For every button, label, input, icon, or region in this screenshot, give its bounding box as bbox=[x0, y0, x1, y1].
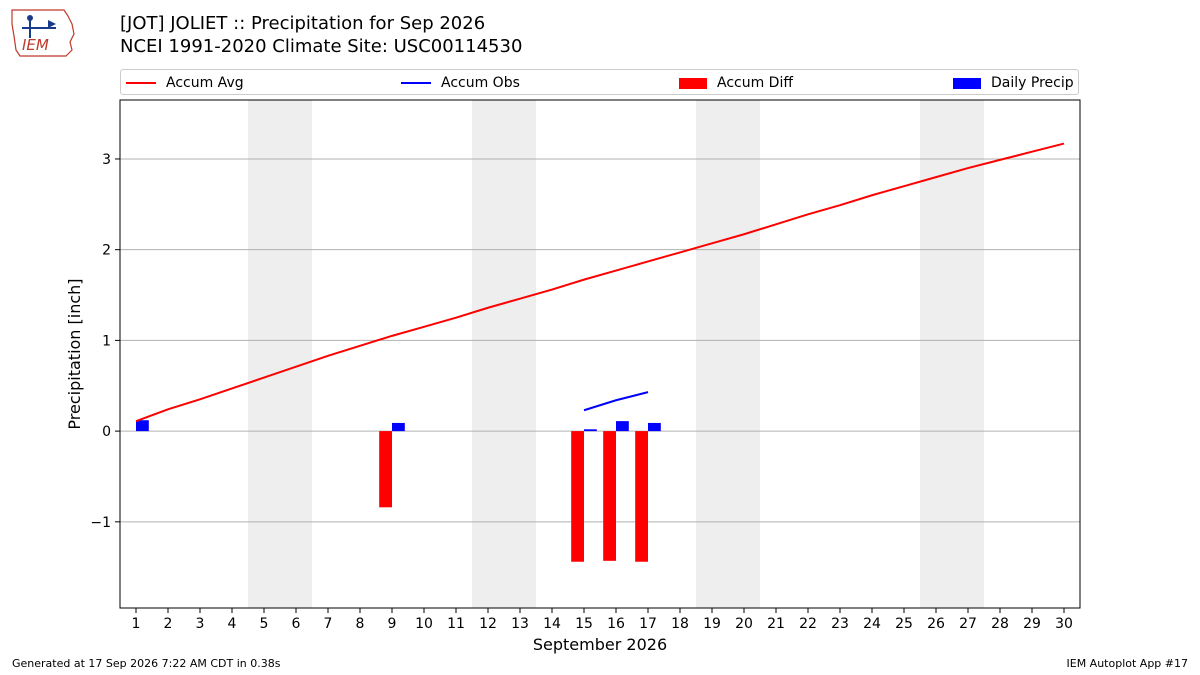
x-tick-label: 1 bbox=[132, 616, 141, 632]
bars bbox=[136, 420, 661, 562]
x-tick-label: 17 bbox=[639, 616, 657, 632]
x-tick-label: 14 bbox=[543, 616, 561, 632]
legend-label: Daily Precip bbox=[991, 75, 1074, 91]
plot-frame bbox=[119, 99, 1081, 609]
title-line-2: NCEI 1991-2020 Climate Site: USC00114530 bbox=[120, 36, 523, 57]
x-tick-label: 7 bbox=[324, 616, 333, 632]
accum-avg-line bbox=[135, 142, 1065, 423]
accum-diff-bar bbox=[635, 431, 648, 562]
x-tick-label: 28 bbox=[991, 616, 1009, 632]
chart-title: [JOT] JOLIET :: Precipitation for Sep 20… bbox=[120, 12, 522, 58]
legend-label: Accum Diff bbox=[717, 75, 794, 91]
iem-logo: IEM bbox=[11, 9, 75, 57]
x-tick-label: 15 bbox=[575, 616, 593, 632]
x-tick-label: 11 bbox=[447, 616, 465, 632]
weekend-band bbox=[920, 100, 984, 608]
x-tick-label: 8 bbox=[356, 616, 365, 632]
legend-item-daily-precip: Daily Precip bbox=[953, 73, 1074, 93]
x-tick-label: 22 bbox=[799, 616, 817, 632]
x-tick-label: 21 bbox=[767, 616, 785, 632]
x-tick-label: 2 bbox=[164, 616, 173, 632]
y-axis-label: Precipitation [inch] bbox=[65, 278, 84, 429]
daily-precip-bar bbox=[616, 421, 629, 432]
accum-obs-line bbox=[583, 391, 649, 412]
x-tick-label: 10 bbox=[415, 616, 433, 632]
y-tick-label: 0 bbox=[102, 424, 111, 440]
x-tick-label: 3 bbox=[196, 616, 205, 632]
x-tick-label: 25 bbox=[895, 616, 913, 632]
y-tick-label: 2 bbox=[102, 243, 111, 259]
daily-precip-bar bbox=[648, 422, 661, 432]
x-tick-label: 18 bbox=[671, 616, 689, 632]
weekend-band bbox=[248, 100, 312, 608]
legend-item-accum-avg: Accum Avg bbox=[126, 73, 244, 93]
legend-label: Accum Avg bbox=[166, 75, 244, 91]
x-tick-label: 27 bbox=[959, 616, 977, 632]
x-tick-label: 29 bbox=[1023, 616, 1041, 632]
y-tick-label: −1 bbox=[90, 515, 111, 531]
app-credit: IEM Autoplot App #17 bbox=[1066, 657, 1189, 670]
x-tick-label: 23 bbox=[831, 616, 849, 632]
x-tick-label: 19 bbox=[703, 616, 721, 632]
accum-diff-bar bbox=[379, 431, 392, 508]
y-tick-label: 1 bbox=[102, 333, 111, 349]
x-tick-label: 20 bbox=[735, 616, 753, 632]
legend-swatch-accum-diff bbox=[679, 77, 707, 89]
x-tick-label: 4 bbox=[228, 616, 237, 632]
legend-swatch-accum-obs bbox=[401, 82, 431, 84]
weekend-band bbox=[472, 100, 536, 608]
weekend-bands bbox=[248, 100, 984, 608]
accum-diff-bar bbox=[571, 431, 584, 562]
weekend-band bbox=[696, 100, 760, 608]
x-tick-label: 30 bbox=[1055, 616, 1073, 632]
x-tick-label: 26 bbox=[927, 616, 945, 632]
chart-legend: Accum Avg Accum Obs Accum Diff Daily Pre… bbox=[120, 69, 1079, 95]
legend-item-accum-obs: Accum Obs bbox=[401, 73, 520, 93]
x-tick-label: 13 bbox=[511, 616, 529, 632]
legend-swatch-accum-avg bbox=[126, 82, 156, 84]
logo-text: IEM bbox=[22, 36, 49, 54]
x-tick-label: 16 bbox=[607, 616, 625, 632]
grid-lines bbox=[120, 158, 1080, 523]
daily-precip-bar bbox=[584, 429, 597, 432]
x-tick-label: 24 bbox=[863, 616, 881, 632]
y-tick-label: 3 bbox=[102, 152, 111, 168]
x-axis-label: September 2026 bbox=[533, 635, 667, 654]
legend-label: Accum Obs bbox=[441, 75, 520, 91]
daily-precip-bar bbox=[392, 422, 405, 432]
legend-swatch-daily-precip bbox=[953, 77, 981, 89]
x-tick-label: 6 bbox=[292, 616, 301, 632]
generated-timestamp: Generated at 17 Sep 2026 7:22 AM CDT in … bbox=[12, 657, 281, 670]
legend-item-accum-diff: Accum Diff bbox=[679, 73, 793, 93]
title-line-1: [JOT] JOLIET :: Precipitation for Sep 20… bbox=[120, 13, 486, 34]
x-tick-label: 5 bbox=[260, 616, 269, 632]
series-lines bbox=[135, 142, 1065, 423]
daily-precip-bar bbox=[136, 420, 149, 432]
x-tick-label: 9 bbox=[388, 616, 397, 632]
x-tick-label: 12 bbox=[479, 616, 497, 632]
accum-diff-bar bbox=[603, 431, 616, 561]
